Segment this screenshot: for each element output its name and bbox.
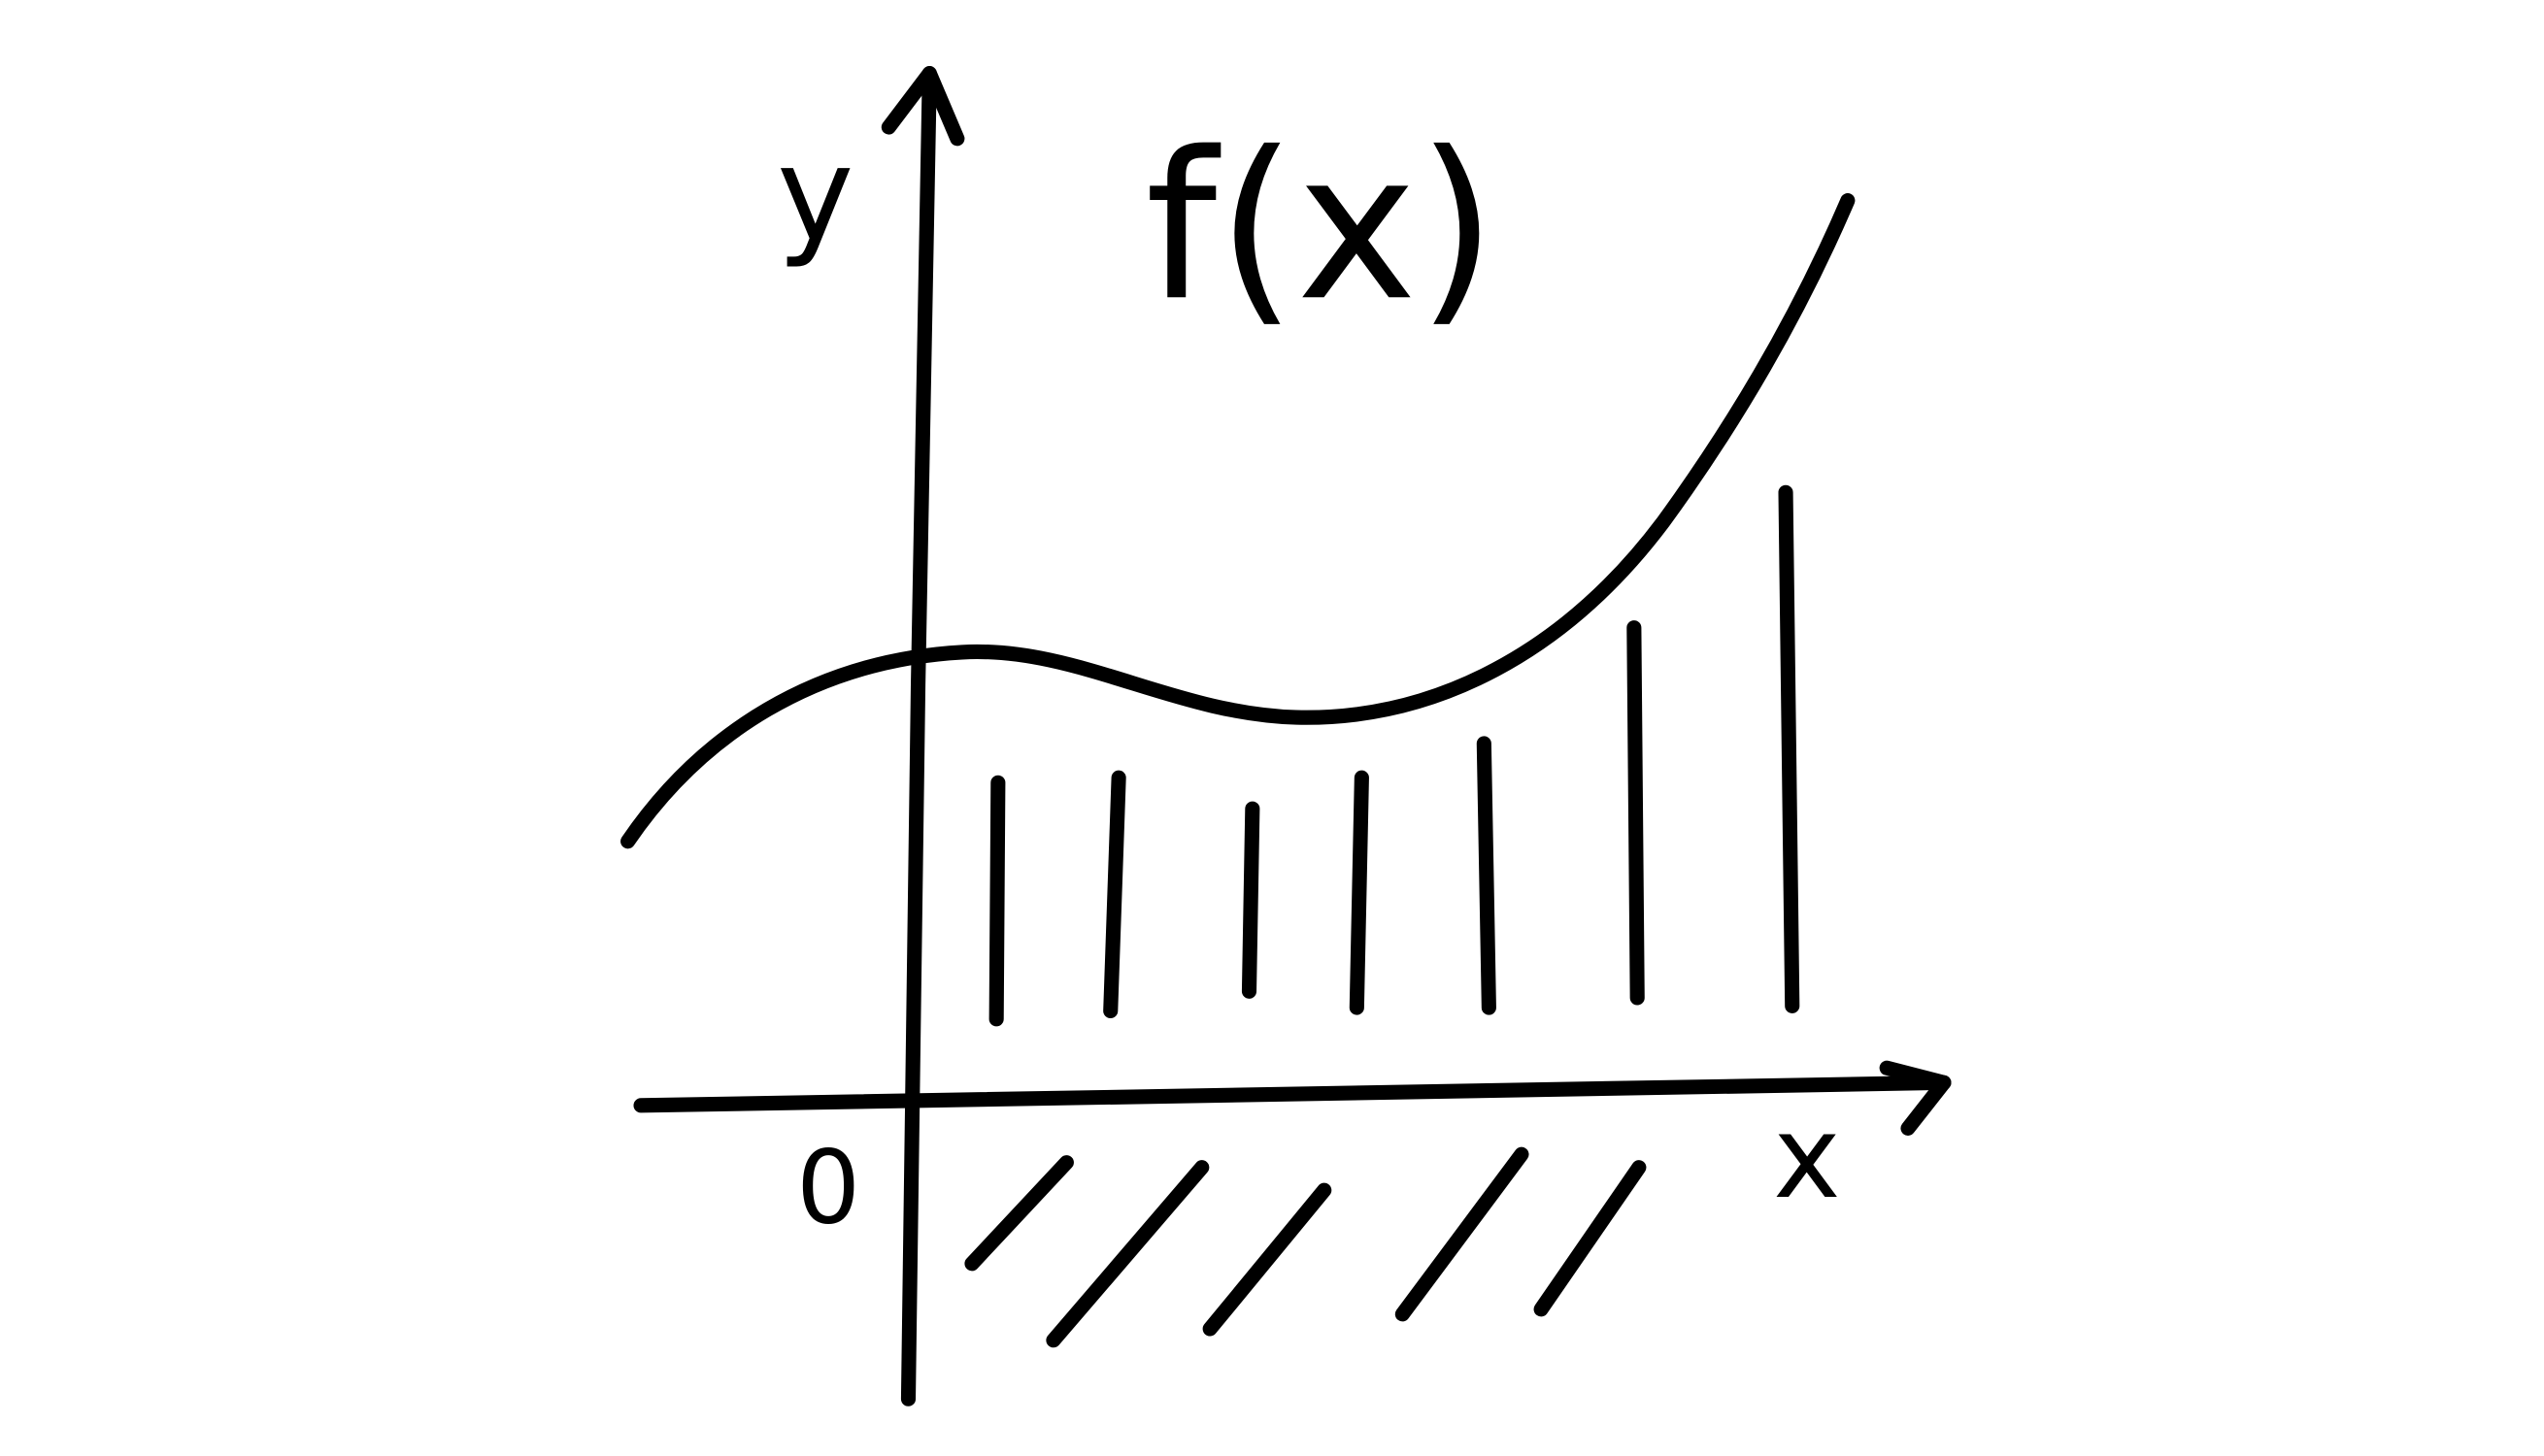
hatch-stroke bbox=[1533, 1160, 1647, 1317]
area-bars bbox=[988, 484, 1800, 1027]
y-axis-label: y bbox=[777, 118, 854, 271]
bar-stroke bbox=[1349, 770, 1369, 1015]
hatch-stroke bbox=[1202, 1182, 1332, 1337]
bar-stroke bbox=[988, 775, 1006, 1027]
hatch-stroke bbox=[1046, 1160, 1210, 1348]
y-axis bbox=[900, 66, 937, 1406]
y-axis-arrow bbox=[881, 66, 965, 147]
x-axis-label: x bbox=[1773, 1091, 1841, 1224]
bar-stroke bbox=[1626, 620, 1645, 1006]
origin-label: 0 bbox=[796, 1129, 860, 1247]
bar-stroke bbox=[1778, 484, 1800, 1013]
hatching bbox=[964, 1146, 1647, 1348]
bar-stroke bbox=[1103, 770, 1126, 1018]
function-label: f(x) bbox=[1145, 108, 1496, 346]
hatch-stroke bbox=[964, 1155, 1074, 1272]
function-curve bbox=[620, 193, 1856, 849]
bar-stroke bbox=[1476, 736, 1496, 1015]
bar-stroke bbox=[1241, 801, 1260, 999]
x-axis bbox=[633, 1075, 1952, 1113]
x-axis-arrow bbox=[1879, 1060, 1952, 1136]
hatch-stroke bbox=[1394, 1146, 1529, 1322]
